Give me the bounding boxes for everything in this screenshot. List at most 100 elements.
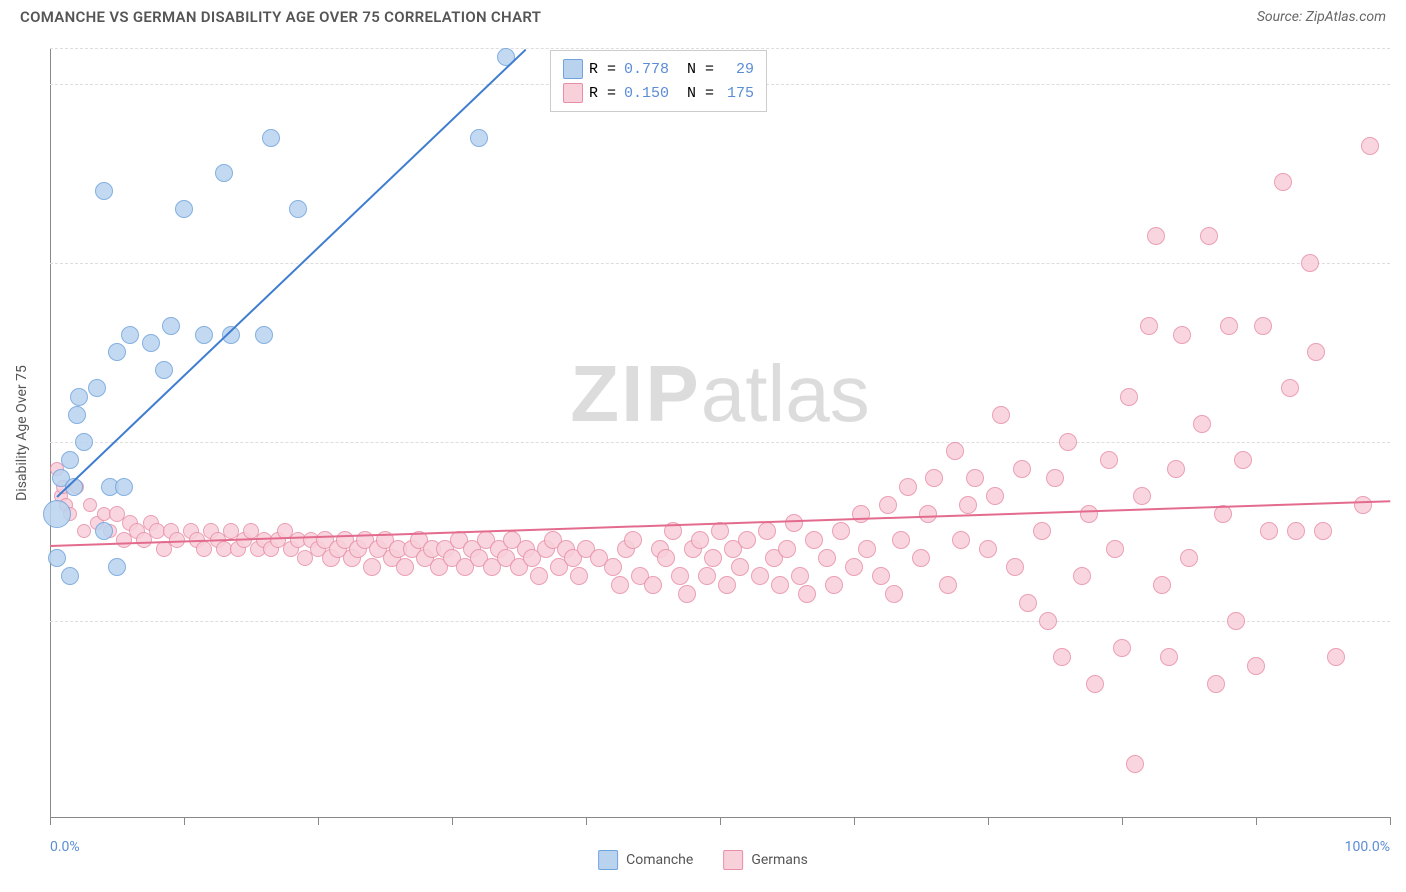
data-point — [75, 433, 93, 451]
correlation-chart: Disability Age Over 75 40.0%60.0%80.0%10… — [50, 48, 1390, 818]
swatch-icon — [563, 59, 583, 79]
data-point — [1207, 675, 1225, 693]
data-point — [771, 576, 789, 594]
data-point — [530, 567, 548, 585]
data-point — [604, 558, 622, 576]
data-point — [731, 558, 749, 576]
data-point — [48, 549, 66, 567]
data-point — [1307, 343, 1325, 361]
data-point — [1260, 522, 1278, 540]
data-point — [289, 200, 307, 218]
data-point — [657, 549, 675, 567]
x-tick — [184, 817, 185, 825]
data-point — [791, 567, 809, 585]
data-point — [1220, 317, 1238, 335]
data-point — [68, 406, 86, 424]
x-tick — [1256, 817, 1257, 825]
x-tick — [1122, 817, 1123, 825]
swatch-comanche-icon — [598, 850, 618, 870]
x-tick — [854, 817, 855, 825]
source-label: Source: ZipAtlas.com — [1257, 9, 1386, 25]
data-point — [255, 326, 273, 344]
legend-n-value: 175 — [720, 85, 754, 102]
data-point — [1227, 612, 1245, 630]
gridline — [50, 263, 1390, 264]
data-point — [1314, 522, 1332, 540]
data-point — [946, 442, 964, 460]
data-point — [1247, 657, 1265, 675]
data-point — [83, 498, 97, 512]
data-point — [1140, 317, 1158, 335]
data-point — [1234, 451, 1252, 469]
x-tick — [1390, 817, 1391, 825]
legend-r-label: R = — [589, 61, 616, 78]
data-point — [142, 334, 160, 352]
data-point — [1073, 567, 1091, 585]
data-point — [952, 531, 970, 549]
data-point — [1287, 522, 1305, 540]
data-point — [1006, 558, 1024, 576]
x-tick-label: 0.0% — [50, 839, 80, 855]
data-point — [919, 505, 937, 523]
data-point — [195, 326, 213, 344]
data-point — [1046, 469, 1064, 487]
legend-row: R =0.150N =175 — [563, 81, 754, 105]
legend-row: R =0.778N =29 — [563, 57, 754, 81]
legend-label: Germans — [751, 852, 808, 868]
gridline — [50, 442, 1390, 443]
data-point — [1281, 379, 1299, 397]
data-point — [162, 317, 180, 335]
x-tick — [50, 817, 51, 825]
data-point — [858, 540, 876, 558]
data-point — [1126, 755, 1144, 773]
data-point — [624, 531, 642, 549]
data-point — [61, 451, 79, 469]
y-tick-label: 80.0% — [1398, 255, 1406, 271]
data-point — [1053, 648, 1071, 666]
data-point — [77, 524, 91, 538]
y-axis-title: Disability Age Over 75 — [14, 365, 30, 501]
data-point — [992, 406, 1010, 424]
data-point — [825, 576, 843, 594]
data-point — [986, 487, 1004, 505]
correlation-legend: R =0.778N =29R =0.150N =175 — [550, 50, 767, 112]
data-point — [925, 469, 943, 487]
data-point — [1113, 639, 1131, 657]
data-point — [1147, 227, 1165, 245]
data-point — [939, 576, 957, 594]
data-point — [845, 558, 863, 576]
data-point — [1013, 460, 1031, 478]
data-point — [678, 585, 696, 603]
data-point — [1033, 522, 1051, 540]
data-point — [1254, 317, 1272, 335]
data-point — [912, 549, 930, 567]
data-point — [785, 514, 803, 532]
data-point — [1039, 612, 1057, 630]
data-point — [751, 567, 769, 585]
data-point — [885, 585, 903, 603]
gridline — [50, 48, 1390, 49]
watermark: ZIPatlas — [570, 348, 869, 440]
data-point — [43, 500, 71, 528]
data-point — [1100, 451, 1118, 469]
data-point — [363, 558, 381, 576]
data-point — [1173, 326, 1191, 344]
data-point — [88, 379, 106, 397]
legend-r-label: R = — [589, 85, 616, 102]
data-point — [959, 496, 977, 514]
data-point — [718, 576, 736, 594]
data-point — [1019, 594, 1037, 612]
data-point — [711, 522, 729, 540]
data-point — [644, 576, 662, 594]
data-point — [798, 585, 816, 603]
data-point — [95, 182, 113, 200]
legend-n-label: N = — [675, 85, 714, 102]
y-axis — [50, 48, 51, 817]
data-point — [704, 549, 722, 567]
data-point — [262, 129, 280, 147]
data-point — [611, 576, 629, 594]
data-point — [108, 558, 126, 576]
data-point — [1160, 648, 1178, 666]
data-point — [966, 469, 984, 487]
data-point — [115, 478, 133, 496]
